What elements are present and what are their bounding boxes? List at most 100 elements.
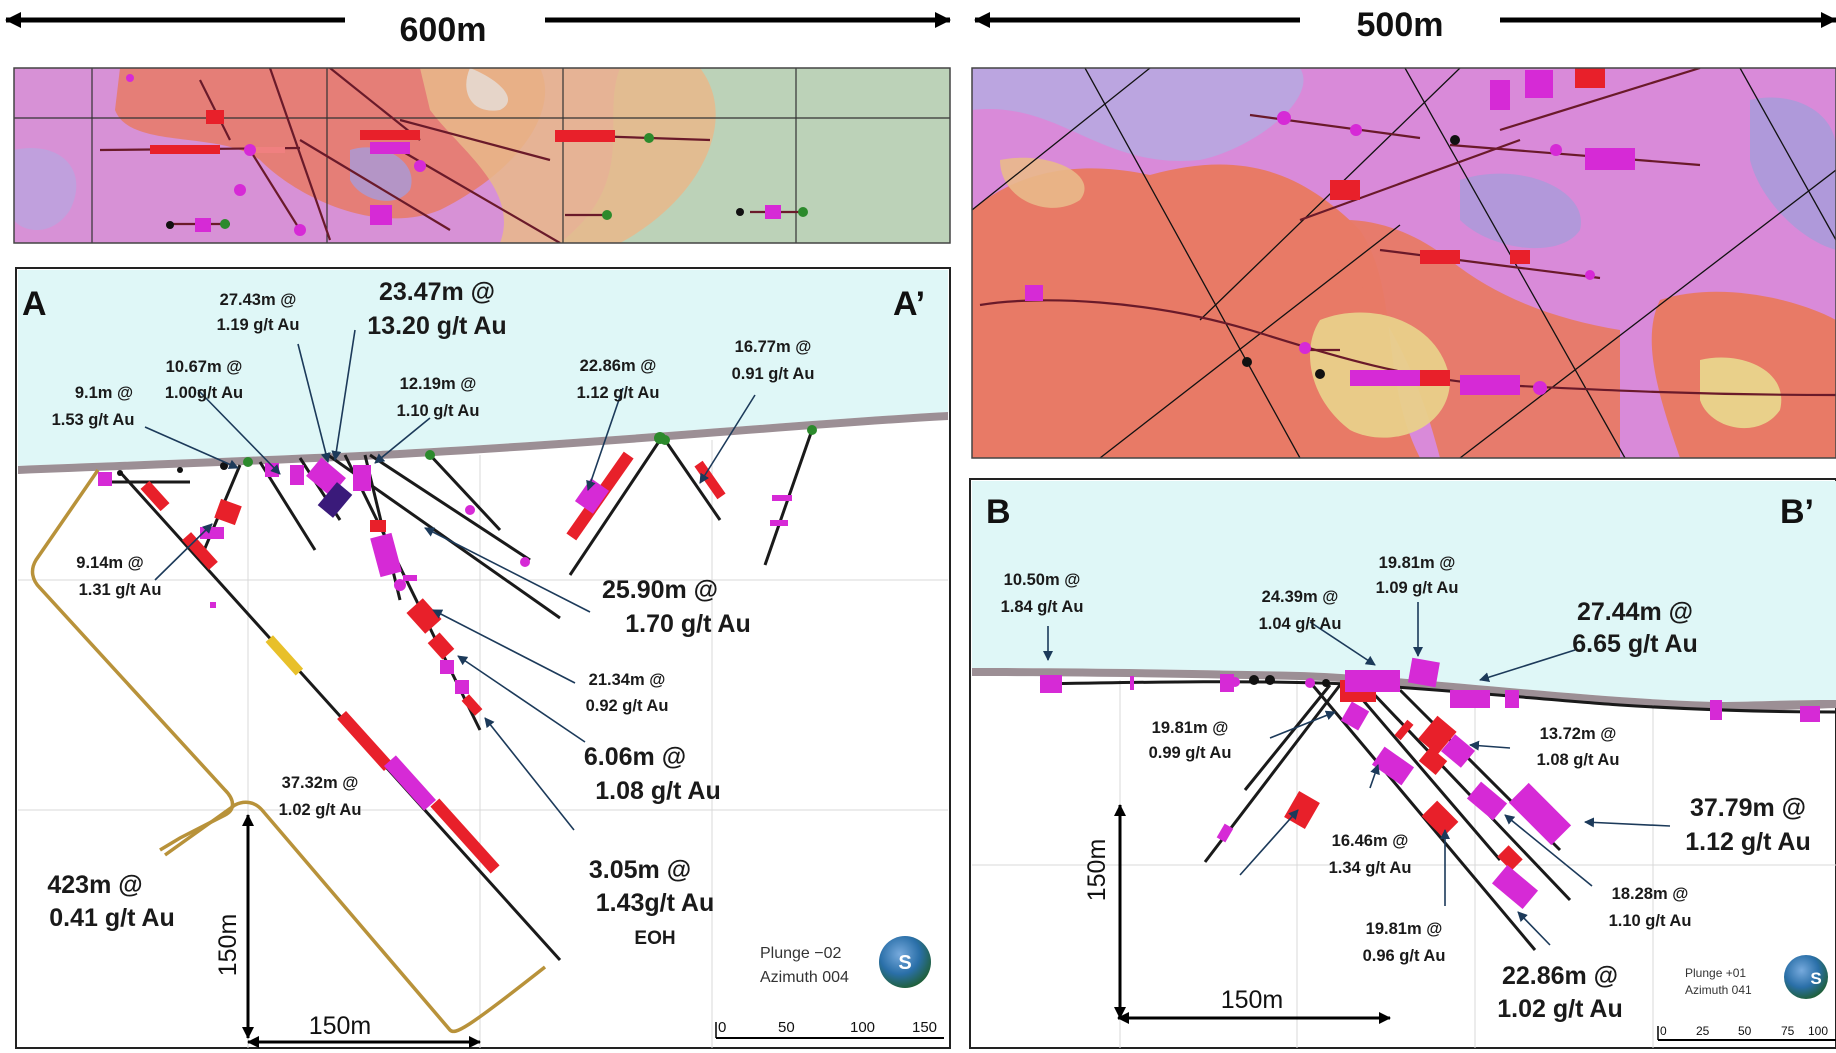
svg-text:1.02 g/t Au: 1.02 g/t Au [1497,995,1623,1023]
svg-text:16.46m @: 16.46m @ [1332,832,1409,850]
intercept-a-11: 6.06m @ 1.08 g/t Au [584,743,721,805]
plan-map-a [13,67,951,244]
svg-text:1.08 g/t Au: 1.08 g/t Au [1537,751,1620,769]
svg-text:25.90m @: 25.90m @ [602,576,718,604]
intercept-b-7: 37.79m @ 1.12 g/t Au [1685,794,1811,856]
svg-text:S: S [898,952,911,974]
svg-text:B’: B’ [1780,493,1814,531]
intercept-b-3: 24.39m @ 1.04 g/t Au [1259,588,1342,633]
intercept-a-1: 27.43m @ 1.19 g/t Au [217,291,300,334]
svg-text:1.08 g/t Au: 1.08 g/t Au [595,777,721,805]
svg-text:Plunge −02: Plunge −02 [760,945,842,962]
intercept-a-2: 23.47m @ 13.20 g/t Au [367,278,506,340]
svg-text:1.04 g/t Au: 1.04 g/t Au [1259,615,1342,633]
svg-text:423m @: 423m @ [47,871,142,899]
intercept-a-4: 9.1m @ 1.53 g/t Au [52,384,135,429]
svg-text:0.96 g/t Au: 0.96 g/t Au [1363,947,1446,965]
svg-text:23.47m @: 23.47m @ [379,278,495,306]
svg-text:1.00g/t Au: 1.00g/t Au [165,384,243,402]
corner-label-a-prime: A’ [893,285,925,323]
svg-text:22.86m @: 22.86m @ [1502,962,1618,990]
svg-text:75: 75 [1781,1024,1795,1038]
svg-text:100: 100 [1808,1024,1828,1038]
svg-text:37.79m @: 37.79m @ [1690,794,1806,822]
intercept-b-2: 19.81m @ 1.09 g/t Au [1376,554,1459,597]
corner-label-b-prime: B’ [1780,493,1814,531]
section-b: B B’ 10.50m @ 1.84 g/t Au 19.81m @ 1.09 g/… [969,478,1836,1049]
scale-vertical-b: 150m [1083,804,1126,1019]
svg-text:Plunge +01: Plunge +01 [1685,966,1746,980]
svg-text:27.44m @: 27.44m @ [1577,598,1693,626]
intercept-a-9: 25.90m @ 1.70 g/t Au [602,576,751,638]
svg-text:1.53 g/t Au: 1.53 g/t Au [52,411,135,429]
svg-text:150m: 150m [1083,839,1111,902]
scale-vertical-a: 150m [214,814,254,1039]
svg-text:1.09 g/t Au: 1.09 g/t Au [1376,579,1459,597]
svg-text:1.19 g/t Au: 1.19 g/t Au [217,316,300,334]
svg-text:12.19m @: 12.19m @ [400,375,477,393]
intercept-a-10: 21.34m @ 0.92 g/t Au [586,671,669,715]
svg-text:13.20 g/t Au: 13.20 g/t Au [367,312,506,340]
compass-globe-b: S [1784,955,1828,999]
intercept-a-14: 423m @ 0.41 g/t Au [47,871,174,932]
corner-label-a: A [22,285,47,323]
svg-text:1.12 g/t Au: 1.12 g/t Au [577,384,660,402]
intercept-b-6: 13.72m @ 1.08 g/t Au [1537,725,1620,769]
svg-text:EOH: EOH [634,928,675,949]
intercept-a-8: 9.14m @ 1.31 g/t Au [76,554,161,599]
svg-text:3.05m @: 3.05m @ [589,856,691,884]
intercept-a-3: 10.67m @ 1.00g/t Au [165,358,243,402]
orientation-a: Plunge −02 Azimuth 004 [760,945,849,986]
svg-text:S: S [1810,969,1821,988]
svg-text:21.34m @: 21.34m @ [589,671,666,689]
scalebar-b: 0 25 50 75 100 [1657,1024,1836,1041]
svg-text:18.28m @: 18.28m @ [1612,885,1689,903]
svg-text:150m: 150m [214,914,242,977]
svg-text:150: 150 [912,1019,937,1036]
intercept-b-10: 19.81m @ 0.96 g/t Au [1363,920,1446,965]
plan-map-b [971,67,1836,459]
svg-text:0.99 g/t Au: 0.99 g/t Au [1149,744,1232,762]
svg-text:1.43g/t Au: 1.43g/t Au [596,889,715,917]
corner-label-b: B [986,493,1011,531]
intercept-b-1: 10.50m @ 1.84 g/t Au [1001,571,1084,616]
width-arrow-right: 500m [974,6,1836,44]
intercept-b-11: 22.86m @ 1.02 g/t Au [1497,962,1623,1023]
intercept-b-4: 27.44m @ 6.65 g/t Au [1572,598,1698,658]
svg-text:1.31 g/t Au: 1.31 g/t Au [79,581,162,599]
svg-text:A: A [22,285,47,323]
section-a: A A’ 27.43m @ 1.19 g/t Au 23.47m @ 13.20 g… [15,267,951,1049]
svg-text:1.84 g/t Au: 1.84 g/t Au [1001,598,1084,616]
svg-text:10.67m @: 10.67m @ [166,358,243,376]
svg-text:Azimuth 041: Azimuth 041 [1685,983,1752,997]
svg-text:0.41 g/t Au: 0.41 g/t Au [49,904,175,932]
width-arrow-left: 600m [5,11,951,49]
svg-text:19.81m @: 19.81m @ [1366,920,1443,938]
svg-text:6.65 g/t Au: 6.65 g/t Au [1572,630,1698,658]
svg-text:1.10 g/t Au: 1.10 g/t Au [397,402,480,420]
svg-text:19.81m @: 19.81m @ [1379,554,1456,572]
intercept-b-8: 16.46m @ 1.34 g/t Au [1329,832,1412,877]
svg-text:9.14m @: 9.14m @ [76,554,143,572]
intercept-a-13: 3.05m @ 1.43g/t Au EOH [589,856,714,949]
svg-text:19.81m @: 19.81m @ [1152,719,1229,737]
svg-text:1.02 g/t Au: 1.02 g/t Au [279,801,362,819]
svg-text:1.34 g/t Au: 1.34 g/t Au [1329,859,1412,877]
svg-text:150m: 150m [1221,986,1284,1014]
svg-text:1.70 g/t Au: 1.70 g/t Au [625,610,751,638]
svg-text:50: 50 [778,1019,795,1036]
intercept-a-5: 12.19m @ 1.10 g/t Au [397,375,480,420]
svg-text:A’: A’ [893,285,925,323]
svg-text:13.72m @: 13.72m @ [1540,725,1617,743]
orientation-b: Plunge +01 Azimuth 041 [1685,966,1752,997]
svg-text:24.39m @: 24.39m @ [1262,588,1339,606]
svg-text:1.10 g/t Au: 1.10 g/t Au [1609,912,1692,930]
intercept-a-7: 16.77m @ 0.91 g/t Au [732,338,815,383]
scale-horizontal-a: 150m [247,1012,481,1048]
svg-text:B: B [986,493,1011,531]
svg-text:10.50m @: 10.50m @ [1004,571,1081,589]
svg-text:1.12 g/t Au: 1.12 g/t Au [1685,828,1811,856]
intercept-b-9: 18.28m @ 1.10 g/t Au [1609,885,1692,930]
intercept-a-12: 37.32m @ 1.02 g/t Au [279,774,362,819]
